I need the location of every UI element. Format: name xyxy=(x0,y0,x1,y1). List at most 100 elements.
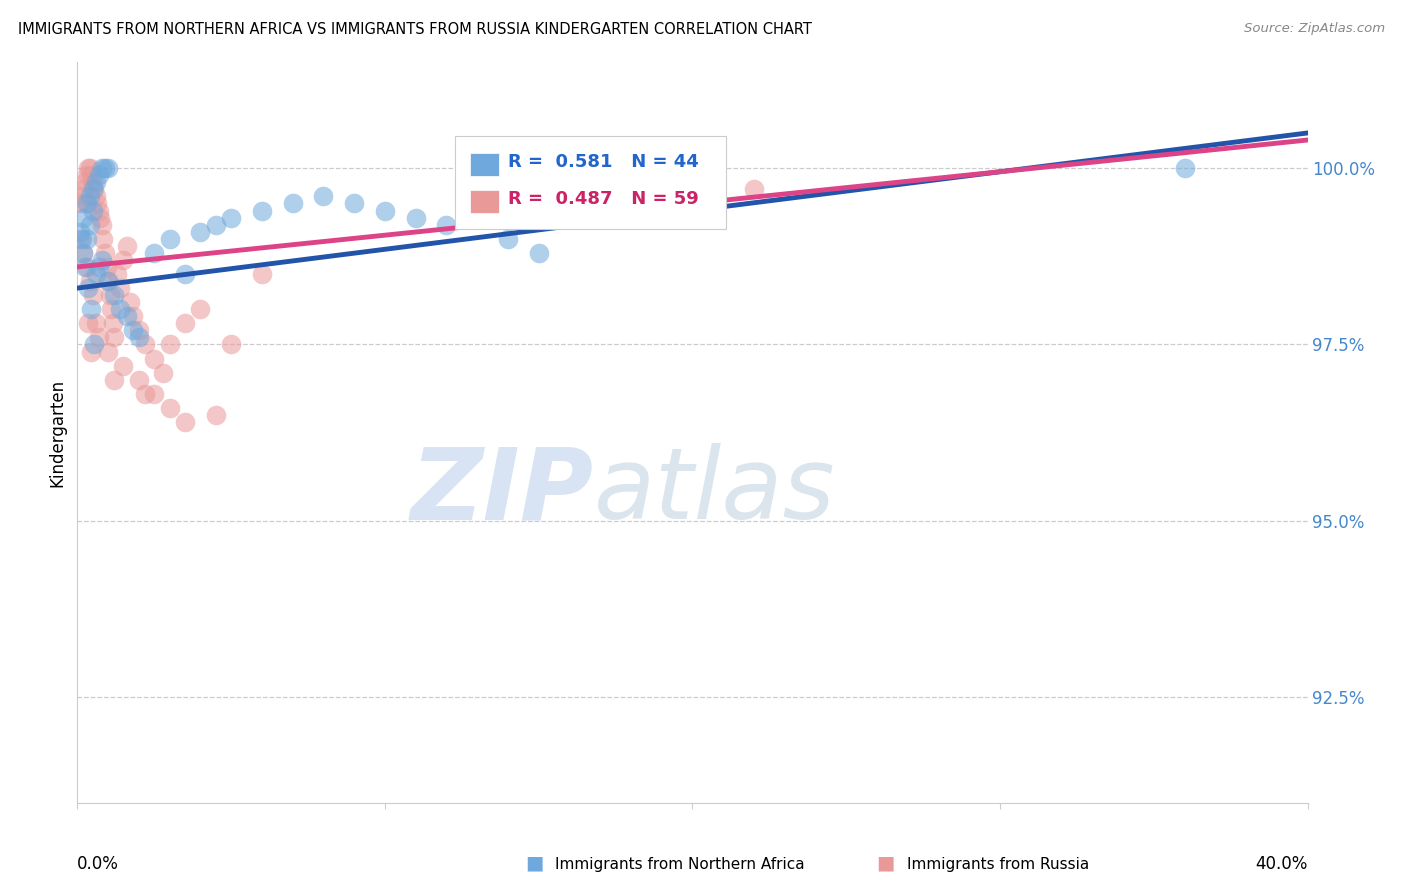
Point xyxy=(87,203,110,218)
Point xyxy=(204,408,226,422)
Point xyxy=(82,203,104,218)
Point xyxy=(343,196,366,211)
Y-axis label: Kindergarten: Kindergarten xyxy=(48,378,66,487)
Text: Immigrants from Northern Africa: Immigrants from Northern Africa xyxy=(555,857,806,872)
Point xyxy=(98,288,121,302)
Point xyxy=(70,232,93,246)
Point xyxy=(143,245,166,260)
FancyBboxPatch shape xyxy=(470,190,499,213)
Point xyxy=(219,337,242,351)
Point xyxy=(76,232,98,246)
Text: ■: ■ xyxy=(524,854,544,872)
Point xyxy=(152,366,174,380)
Point xyxy=(87,168,110,182)
Point xyxy=(121,310,143,324)
Point xyxy=(86,196,108,211)
Point xyxy=(69,232,91,246)
Point xyxy=(87,260,110,274)
Point xyxy=(73,260,96,274)
Text: R =  0.487   N = 59: R = 0.487 N = 59 xyxy=(508,190,699,209)
Point xyxy=(103,373,125,387)
Point xyxy=(374,203,396,218)
Text: R =  0.581   N = 44: R = 0.581 N = 44 xyxy=(508,153,699,171)
Point xyxy=(103,330,125,344)
Point xyxy=(80,302,103,317)
Point xyxy=(174,415,197,429)
Point xyxy=(250,203,273,218)
Point xyxy=(72,245,94,260)
Point xyxy=(110,281,132,295)
Point xyxy=(84,189,107,203)
Point xyxy=(188,302,212,317)
Point xyxy=(69,196,91,211)
FancyBboxPatch shape xyxy=(470,153,499,177)
Point xyxy=(89,211,111,225)
Point xyxy=(77,161,100,176)
Point xyxy=(90,252,114,267)
Point xyxy=(159,401,181,415)
Point xyxy=(73,175,96,189)
Point xyxy=(72,245,94,260)
Point xyxy=(97,274,120,288)
Point xyxy=(103,288,125,302)
Point xyxy=(112,359,135,373)
Point xyxy=(72,211,94,225)
Point xyxy=(174,316,197,330)
Point xyxy=(87,330,110,344)
Point xyxy=(174,267,197,281)
Point xyxy=(115,239,138,253)
Point xyxy=(96,260,118,274)
Point xyxy=(1174,161,1197,176)
Point xyxy=(76,260,98,274)
Point xyxy=(83,182,105,196)
Point xyxy=(84,267,107,281)
Text: 40.0%: 40.0% xyxy=(1256,855,1308,872)
Point xyxy=(159,337,181,351)
Point xyxy=(405,211,427,225)
Point xyxy=(80,168,103,182)
Point xyxy=(436,218,458,232)
Text: ■: ■ xyxy=(876,854,896,872)
Point xyxy=(112,252,135,267)
Point xyxy=(105,267,128,281)
Point xyxy=(79,274,101,288)
Point xyxy=(527,245,550,260)
Point xyxy=(143,387,166,401)
FancyBboxPatch shape xyxy=(456,136,725,229)
Point xyxy=(76,168,98,182)
Point xyxy=(188,225,212,239)
Point xyxy=(77,281,100,295)
Point xyxy=(82,288,104,302)
Point xyxy=(134,337,156,351)
Point xyxy=(742,182,765,196)
Point xyxy=(76,196,98,211)
Point xyxy=(128,323,150,337)
Text: Immigrants from Russia: Immigrants from Russia xyxy=(907,857,1090,872)
Text: Source: ZipAtlas.com: Source: ZipAtlas.com xyxy=(1244,22,1385,36)
Point xyxy=(84,316,107,330)
Point xyxy=(118,295,141,310)
Point xyxy=(77,316,100,330)
Point xyxy=(527,189,550,203)
Point xyxy=(128,373,150,387)
Point xyxy=(281,196,304,211)
Point xyxy=(115,310,138,324)
Point xyxy=(143,351,166,366)
Point xyxy=(97,274,120,288)
Point xyxy=(69,225,91,239)
Point xyxy=(79,161,101,176)
Point xyxy=(79,218,101,232)
Point xyxy=(101,316,124,330)
Point xyxy=(80,344,103,359)
Point xyxy=(73,196,96,211)
Point xyxy=(219,211,242,225)
Point xyxy=(70,189,93,203)
Point xyxy=(204,218,226,232)
Point xyxy=(90,161,114,176)
Point xyxy=(496,232,519,246)
Point xyxy=(250,267,273,281)
Point xyxy=(90,218,114,232)
Point xyxy=(97,344,120,359)
Text: ZIP: ZIP xyxy=(411,443,595,541)
Point xyxy=(121,323,143,337)
